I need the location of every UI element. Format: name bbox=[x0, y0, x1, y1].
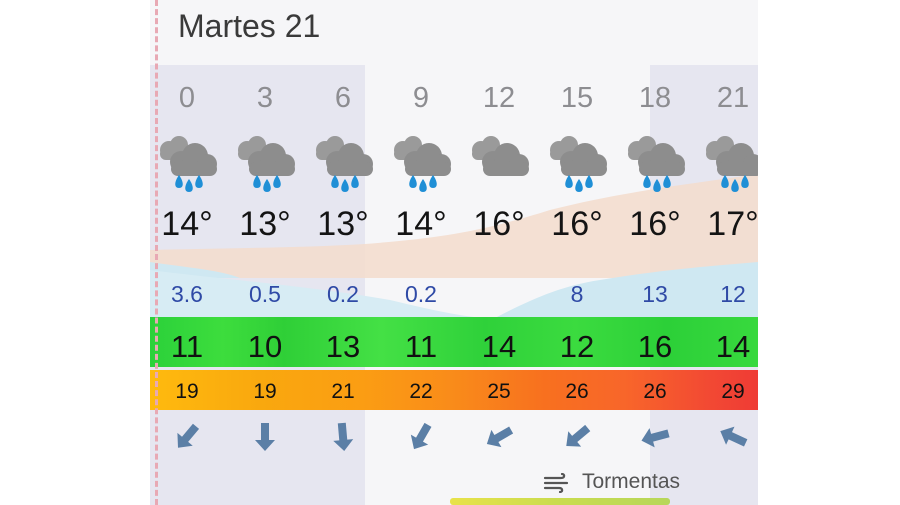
wind-gust: 29 bbox=[721, 380, 745, 403]
rain-cloud-icon bbox=[695, 134, 758, 198]
hour-column-21: 21 17° 12 14 29 bbox=[694, 0, 758, 505]
wind-direction-arrow-icon bbox=[482, 422, 516, 452]
wind-direction-arrow-icon bbox=[248, 422, 282, 452]
wind-direction-arrow-icon bbox=[560, 422, 594, 452]
temperature: 17° bbox=[707, 205, 758, 243]
wind-speed: 10 bbox=[247, 329, 283, 364]
rain-cloud-icon bbox=[227, 134, 303, 198]
wind-speed: 13 bbox=[325, 329, 361, 364]
hour-column-9: 9 14° 0.2 11 22 bbox=[382, 0, 460, 505]
wind-gust: 26 bbox=[643, 380, 667, 403]
hour-column-0: 0 14° 3.6 11 19 bbox=[150, 0, 226, 505]
rain-cloud-icon bbox=[383, 134, 459, 198]
hour-columns: 0 14° 3.6 11 19 3 13° 0.5 10 19 6 13° 0.2 13 21 9 14° 0.2… bbox=[150, 0, 758, 505]
hour-column-3: 3 13° 0.5 10 19 bbox=[226, 0, 304, 505]
precipitation-amount: 3.6 bbox=[171, 281, 203, 307]
bottom-indicator bbox=[450, 498, 670, 505]
rain-cloud-icon bbox=[305, 134, 381, 198]
wind-gust: 22 bbox=[409, 380, 433, 403]
temperature: 13° bbox=[317, 205, 369, 243]
wind-direction-arrow-icon bbox=[326, 422, 360, 452]
wind-direction-arrow-icon bbox=[170, 422, 204, 452]
hour-label: 15 bbox=[560, 82, 594, 114]
hour-label: 12 bbox=[482, 82, 516, 114]
precip-area-end bbox=[495, 262, 758, 318]
current-time-marker bbox=[155, 0, 158, 505]
hour-column-18: 18 16° 13 16 26 bbox=[616, 0, 694, 505]
hour-column-15: 15 16° 8 12 26 bbox=[538, 0, 616, 505]
temperature: 14° bbox=[161, 205, 213, 243]
precipitation-amount: 0.2 bbox=[405, 281, 437, 307]
wind-gust-band bbox=[150, 370, 758, 410]
wind-direction-arrow-icon bbox=[404, 422, 438, 452]
hour-label: 3 bbox=[256, 82, 274, 114]
wind-speed: 14 bbox=[715, 329, 751, 364]
wind-speed: 12 bbox=[559, 329, 595, 364]
day-title: Martes 21 bbox=[178, 8, 321, 44]
precipitation-amount: 12 bbox=[720, 281, 746, 307]
hour-label: 21 bbox=[716, 82, 750, 114]
hour-label: 6 bbox=[334, 82, 352, 114]
wind-speed: 16 bbox=[637, 329, 673, 364]
wind-speed: 11 bbox=[404, 329, 438, 364]
forecast-panel: Martes 21 0 14° 3.6 11 19 3 13° 0.5 10 19 6 13° 0.2 1… bbox=[150, 0, 758, 505]
temperature-area bbox=[150, 174, 758, 278]
rain-cloud-icon bbox=[150, 134, 225, 198]
wind-gust: 19 bbox=[175, 380, 199, 403]
hour-column-12: 12 16° 14 25 bbox=[460, 0, 538, 505]
wind-gust: 19 bbox=[253, 380, 277, 403]
precipitation-amount: 13 bbox=[642, 281, 668, 307]
rain-cloud-icon bbox=[617, 134, 693, 198]
rain-cloud-icon bbox=[539, 134, 615, 198]
temperature: 16° bbox=[629, 205, 681, 243]
precipitation-amount: 8 bbox=[570, 281, 584, 307]
temperature: 13° bbox=[239, 205, 291, 243]
wind-direction-arrow-icon bbox=[638, 422, 672, 452]
hour-label: 0 bbox=[178, 82, 196, 114]
wind-speed: 11 bbox=[170, 329, 204, 364]
hour-label: 18 bbox=[638, 82, 672, 114]
precip-area-start bbox=[150, 270, 490, 318]
wind-gust: 25 bbox=[487, 380, 511, 403]
cloud-icon bbox=[461, 134, 537, 198]
precipitation-amount: 0.5 bbox=[249, 281, 281, 307]
temperature: 14° bbox=[395, 205, 447, 243]
temperature: 16° bbox=[551, 205, 603, 243]
wind-direction-arrow-icon bbox=[716, 422, 750, 452]
temperature: 16° bbox=[473, 205, 525, 243]
hour-label: 9 bbox=[412, 82, 430, 114]
precipitation-amount: 0.2 bbox=[327, 281, 359, 307]
wind-gust: 21 bbox=[331, 380, 355, 403]
wind-speed-band bbox=[150, 317, 758, 367]
legend-label: Tormentas bbox=[582, 470, 681, 493]
wind-gust: 26 bbox=[565, 380, 589, 403]
hour-column-6: 6 13° 0.2 13 21 bbox=[304, 0, 382, 505]
wind-legend-icon bbox=[543, 473, 569, 493]
wind-speed: 14 bbox=[481, 329, 517, 364]
